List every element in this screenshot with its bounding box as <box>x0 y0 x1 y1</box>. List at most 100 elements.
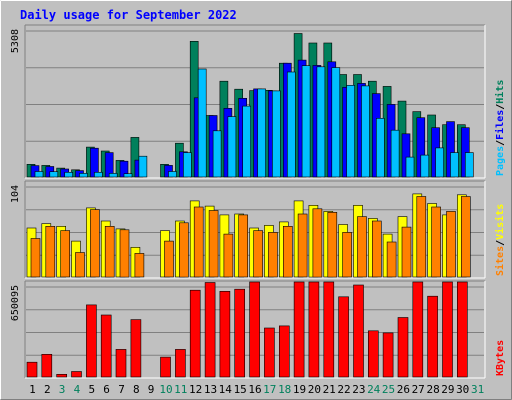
bar-pages <box>361 85 370 178</box>
bar-sites <box>238 214 248 278</box>
legend-entry: Visits <box>494 204 506 240</box>
day-label: 15 <box>234 383 247 396</box>
bar-pages <box>94 172 103 178</box>
day-label: 3 <box>59 383 66 396</box>
bar-pages <box>34 171 44 178</box>
day-label: 7 <box>118 383 125 396</box>
bar-sites <box>371 220 382 278</box>
day-label: 16 <box>248 383 261 396</box>
legend-entry: Pages <box>495 146 506 176</box>
bar-pages <box>64 172 73 178</box>
day-label: 30 <box>456 383 469 396</box>
bar-pages <box>242 105 251 178</box>
bar-kbytes <box>41 353 53 378</box>
bar-sites <box>342 232 352 278</box>
bar-kbytes <box>412 281 424 378</box>
bar-kbytes <box>204 282 216 378</box>
day-label: 19 <box>293 383 306 396</box>
day-label: 24 <box>367 383 381 396</box>
y-max-label: 650095 <box>10 285 21 321</box>
bar-kbytes <box>219 290 231 378</box>
legend: KBytes <box>495 340 506 376</box>
bar-pages <box>123 173 133 178</box>
day-label: 8 <box>133 383 140 396</box>
day-label: 25 <box>382 383 395 396</box>
bar-kbytes <box>26 361 38 378</box>
bar-sites <box>401 226 412 278</box>
bar-kbytes <box>353 284 364 378</box>
bar-pages <box>49 171 59 178</box>
bar-sites <box>60 230 71 278</box>
bar-sites <box>45 226 56 278</box>
day-label: 18 <box>278 383 291 396</box>
bar-pages <box>138 155 148 178</box>
day-label: 1 <box>29 383 36 396</box>
bar-kbytes <box>56 373 68 378</box>
day-label: 17 <box>263 383 276 396</box>
bar-pages <box>375 118 385 178</box>
bar-pages <box>331 67 341 178</box>
chart-title: Daily usage for September 2022 <box>20 8 237 22</box>
bar-sites <box>193 206 204 278</box>
day-label: 28 <box>426 383 439 396</box>
day-label: 31 <box>471 383 484 396</box>
bar-sites <box>75 252 85 278</box>
bar-pages <box>316 66 326 178</box>
bar-pages <box>212 130 222 178</box>
day-label: 13 <box>204 383 217 396</box>
legend-separator: / <box>495 104 506 110</box>
bar-pages <box>450 152 459 178</box>
bar-sites <box>297 213 308 278</box>
bar-sites <box>208 210 219 278</box>
day-label: 20 <box>308 383 321 396</box>
y-max-label: 104 <box>10 185 21 203</box>
legend-separator: / <box>495 140 506 146</box>
bar-kbytes <box>367 330 379 378</box>
bar-kbytes <box>160 356 171 378</box>
legend-entry: KBytes <box>495 340 506 376</box>
bar-pages <box>435 147 444 178</box>
legend-entry: Files <box>494 110 506 140</box>
bar-pages <box>346 85 355 178</box>
bar-pages <box>390 129 400 178</box>
bars <box>26 33 474 378</box>
bar-sites <box>164 240 174 278</box>
bar-kbytes <box>130 319 142 378</box>
legend-entry: Hits <box>494 80 506 104</box>
bar-kbytes <box>249 281 260 378</box>
bar-sites <box>90 209 100 278</box>
bar-kbytes <box>456 281 468 378</box>
bar-sites <box>431 206 441 278</box>
bar-pages <box>464 152 474 178</box>
bar-kbytes <box>234 288 245 378</box>
bar-sites <box>312 208 323 278</box>
bar-sites <box>119 229 130 278</box>
bar-sites <box>30 238 41 278</box>
day-label: 6 <box>103 383 110 396</box>
bar-kbytes <box>308 281 320 378</box>
bar-pages <box>79 173 88 178</box>
day-label: 9 <box>148 383 155 396</box>
day-label: 12 <box>189 383 202 396</box>
legend-separator: / <box>495 240 506 246</box>
bar-pages <box>272 90 281 178</box>
bar-kbytes <box>427 295 438 378</box>
day-label: 22 <box>337 383 350 396</box>
bar-sites <box>327 212 338 278</box>
bar-pages <box>420 154 430 178</box>
day-label: 11 <box>174 383 187 396</box>
bar-sites <box>416 196 427 278</box>
day-label: 27 <box>412 383 425 396</box>
day-label: 2 <box>44 383 51 396</box>
day-label: 5 <box>88 383 95 396</box>
bar-sites <box>386 241 397 278</box>
bar-kbytes <box>323 281 335 378</box>
bar-kbytes <box>382 332 394 378</box>
day-label: 26 <box>397 383 410 396</box>
bar-kbytes <box>175 349 186 378</box>
bar-sites <box>253 230 263 278</box>
bar-kbytes <box>338 296 349 378</box>
bar-pages <box>227 116 237 178</box>
bar-kbytes <box>71 371 82 378</box>
